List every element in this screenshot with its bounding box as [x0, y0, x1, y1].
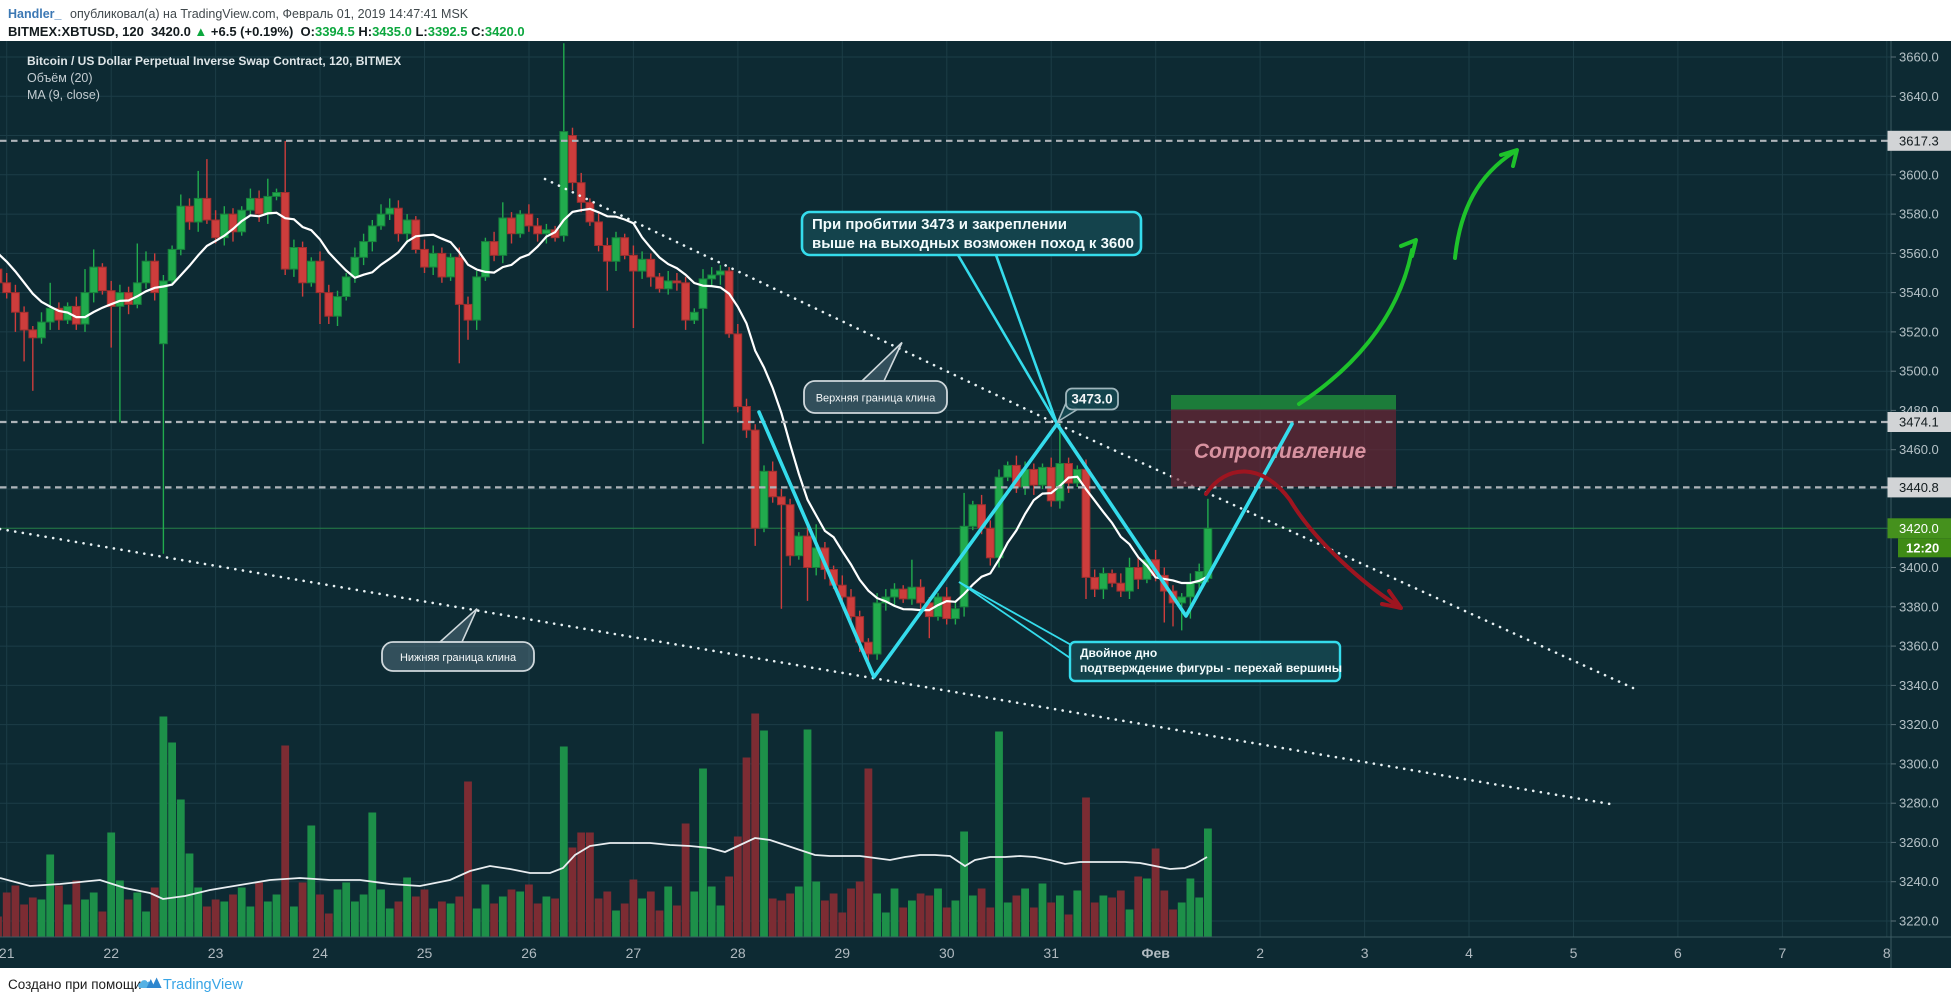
svg-text:8: 8	[1883, 945, 1891, 961]
svg-text:3240.0: 3240.0	[1899, 874, 1939, 889]
svg-text:30: 30	[939, 945, 955, 961]
svg-text:подтверждение фигуры - перехай: подтверждение фигуры - перехай вершины	[1080, 661, 1342, 675]
svg-text:TradingView: TradingView	[163, 977, 243, 993]
svg-text:Handler_: Handler_	[8, 7, 63, 21]
svg-text:Нижняя граница клина: Нижняя граница клина	[400, 652, 517, 664]
svg-text:Создано при помощи: Создано при помощи	[8, 977, 141, 992]
svg-text:Фев: Фев	[1142, 945, 1171, 961]
svg-text:3440.8: 3440.8	[1899, 480, 1939, 495]
svg-text:3460.0: 3460.0	[1899, 442, 1939, 457]
svg-text:3473.0: 3473.0	[1071, 392, 1112, 407]
svg-text:3360.0: 3360.0	[1899, 639, 1939, 654]
svg-text:4: 4	[1465, 945, 1473, 961]
svg-text:31: 31	[1043, 945, 1059, 961]
svg-text:3560.0: 3560.0	[1899, 246, 1939, 261]
svg-text:Сопротивление: Сопротивление	[1194, 440, 1367, 463]
svg-text:29: 29	[835, 945, 851, 961]
svg-text:2: 2	[1256, 945, 1264, 961]
svg-text:27: 27	[626, 945, 642, 961]
svg-text:BITMEX:XBTUSD, 120 3420.0 ▲ +: BITMEX:XBTUSD, 120 3420.0 ▲ +6.5 (+0.19%…	[8, 24, 525, 39]
svg-text:3660.0: 3660.0	[1899, 50, 1939, 65]
svg-text:21: 21	[0, 945, 15, 961]
svg-text:25: 25	[417, 945, 433, 961]
svg-text:23: 23	[208, 945, 224, 961]
svg-text:3: 3	[1361, 945, 1369, 961]
svg-text:3520.0: 3520.0	[1899, 324, 1939, 339]
svg-text:7: 7	[1779, 945, 1787, 961]
svg-text:3380.0: 3380.0	[1899, 599, 1939, 614]
svg-text:3280.0: 3280.0	[1899, 796, 1939, 811]
svg-text:выше на выходных возможен похо: выше на выходных возможен поход к 3600	[812, 235, 1134, 252]
svg-text:3474.1: 3474.1	[1899, 415, 1939, 430]
svg-text:12:20: 12:20	[1906, 540, 1939, 555]
svg-text:6: 6	[1674, 945, 1682, 961]
svg-text:опубликовал(а) на TradingView.: опубликовал(а) на TradingView.com, Февра…	[70, 7, 469, 21]
svg-text:3340.0: 3340.0	[1899, 678, 1939, 693]
svg-text:3400.0: 3400.0	[1899, 560, 1939, 575]
svg-text:3300.0: 3300.0	[1899, 756, 1939, 771]
svg-text:Bitcoin / US Dollar Perpetual: Bitcoin / US Dollar Perpetual Inverse Sw…	[27, 54, 401, 68]
svg-text:Двойное дно: Двойное дно	[1080, 646, 1157, 660]
svg-text:3640.0: 3640.0	[1899, 89, 1939, 104]
svg-text:3600.0: 3600.0	[1899, 167, 1939, 182]
svg-text:При пробитии 3473 и закреплени: При пробитии 3473 и закреплении	[812, 216, 1067, 233]
svg-text:3500.0: 3500.0	[1899, 364, 1939, 379]
svg-text:3617.3: 3617.3	[1899, 133, 1939, 148]
svg-text:26: 26	[521, 945, 537, 961]
svg-text:3580.0: 3580.0	[1899, 207, 1939, 222]
svg-text:MA (9, close): MA (9, close)	[27, 88, 100, 102]
svg-text:24: 24	[312, 945, 328, 961]
svg-text:3420.0: 3420.0	[1899, 521, 1939, 536]
svg-text:Объём (20): Объём (20)	[27, 71, 93, 85]
svg-text:22: 22	[103, 945, 119, 961]
svg-text:3220.0: 3220.0	[1899, 914, 1939, 929]
svg-text:5: 5	[1570, 945, 1578, 961]
svg-text:28: 28	[730, 945, 746, 961]
svg-text:Верхняя граница клина: Верхняя граница клина	[816, 393, 937, 405]
svg-text:3320.0: 3320.0	[1899, 717, 1939, 732]
svg-text:3540.0: 3540.0	[1899, 285, 1939, 300]
svg-text:3260.0: 3260.0	[1899, 835, 1939, 850]
